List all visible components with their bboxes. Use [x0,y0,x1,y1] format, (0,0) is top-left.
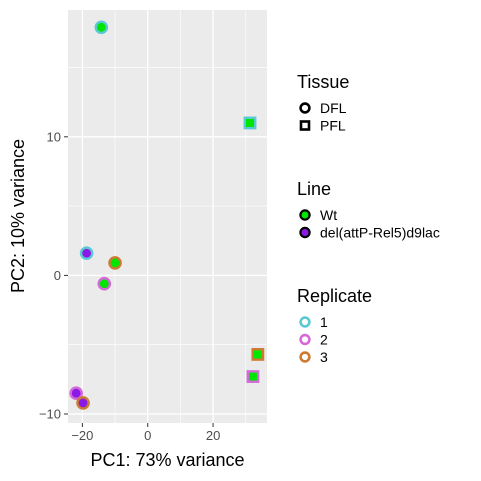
legend-key-line-1 [299,226,311,239]
legend-label-tissue-0: DFL [320,100,347,116]
legend-key-line-0 [299,209,311,221]
data-point-3 [108,256,122,270]
legend-key-tissue-1 [299,120,311,131]
legend-label-tissue-1: PFL [320,118,346,134]
legend-title-line: Line [297,179,331,199]
y-tick-label-1: 0 [54,268,61,283]
legend-key-replicate-1 [299,333,311,346]
y-tick-label-2: 10 [47,129,61,144]
legend-title-replicate: Replicate [297,286,372,306]
data-point-8 [76,396,90,410]
data-points [69,20,265,410]
legend-label-line-1: del(attP-Rel5)d9lac [320,225,440,241]
legend-label-replicate-2: 3 [320,349,328,365]
data-point-7 [69,386,83,401]
plot-panel [68,10,267,423]
x-tick-label-1: 0 [144,428,151,443]
grid-lines [68,10,267,423]
data-point-4 [97,276,112,291]
legend-key-tissue-0 [299,102,311,114]
legend-label-replicate-1: 2 [320,332,328,348]
legend: Tissue DFL PFL Line Wt del(attP-Rel5)d9lac Rep… [297,72,440,365]
x-tick-label-2: 20 [206,428,220,443]
data-point-0 [94,20,109,35]
x-axis-title: PC1: 73% variance [90,450,244,470]
legend-label-line-0: Wt [320,207,337,223]
axis-ticks: −20 0 20 −10 0 10 [39,129,220,443]
data-point-6 [246,370,260,383]
data-point-5 [251,347,265,361]
x-tick-label-0: −20 [71,428,93,443]
legend-title-tissue: Tissue [297,72,349,92]
legend-key-replicate-0 [299,316,311,328]
y-tick-label-0: −10 [39,406,61,421]
legend-label-replicate-0: 1 [320,314,328,330]
y-axis-title: PC2: 10% variance [8,139,28,293]
data-point-2 [79,246,94,261]
legend-key-replicate-2 [299,351,311,363]
data-point-1 [243,116,257,130]
